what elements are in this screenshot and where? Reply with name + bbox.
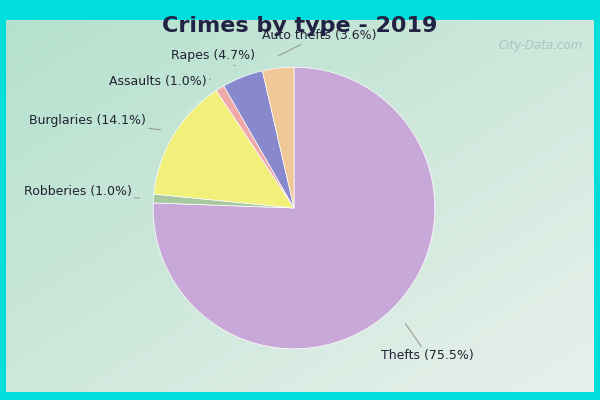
Wedge shape xyxy=(153,67,435,349)
Text: Robberies (1.0%): Robberies (1.0%) xyxy=(24,185,139,198)
Text: Auto thefts (3.6%): Auto thefts (3.6%) xyxy=(262,29,377,56)
Wedge shape xyxy=(153,194,294,208)
Text: City-Data.com: City-Data.com xyxy=(498,39,582,52)
Wedge shape xyxy=(224,71,294,208)
Wedge shape xyxy=(154,91,294,208)
Wedge shape xyxy=(262,67,294,208)
Text: Burglaries (14.1%): Burglaries (14.1%) xyxy=(29,114,161,130)
Text: Assaults (1.0%): Assaults (1.0%) xyxy=(109,75,211,88)
Text: Rapes (4.7%): Rapes (4.7%) xyxy=(170,50,254,66)
Text: Crimes by type - 2019: Crimes by type - 2019 xyxy=(163,16,437,36)
Text: Thefts (75.5%): Thefts (75.5%) xyxy=(381,324,474,362)
Wedge shape xyxy=(216,86,294,208)
